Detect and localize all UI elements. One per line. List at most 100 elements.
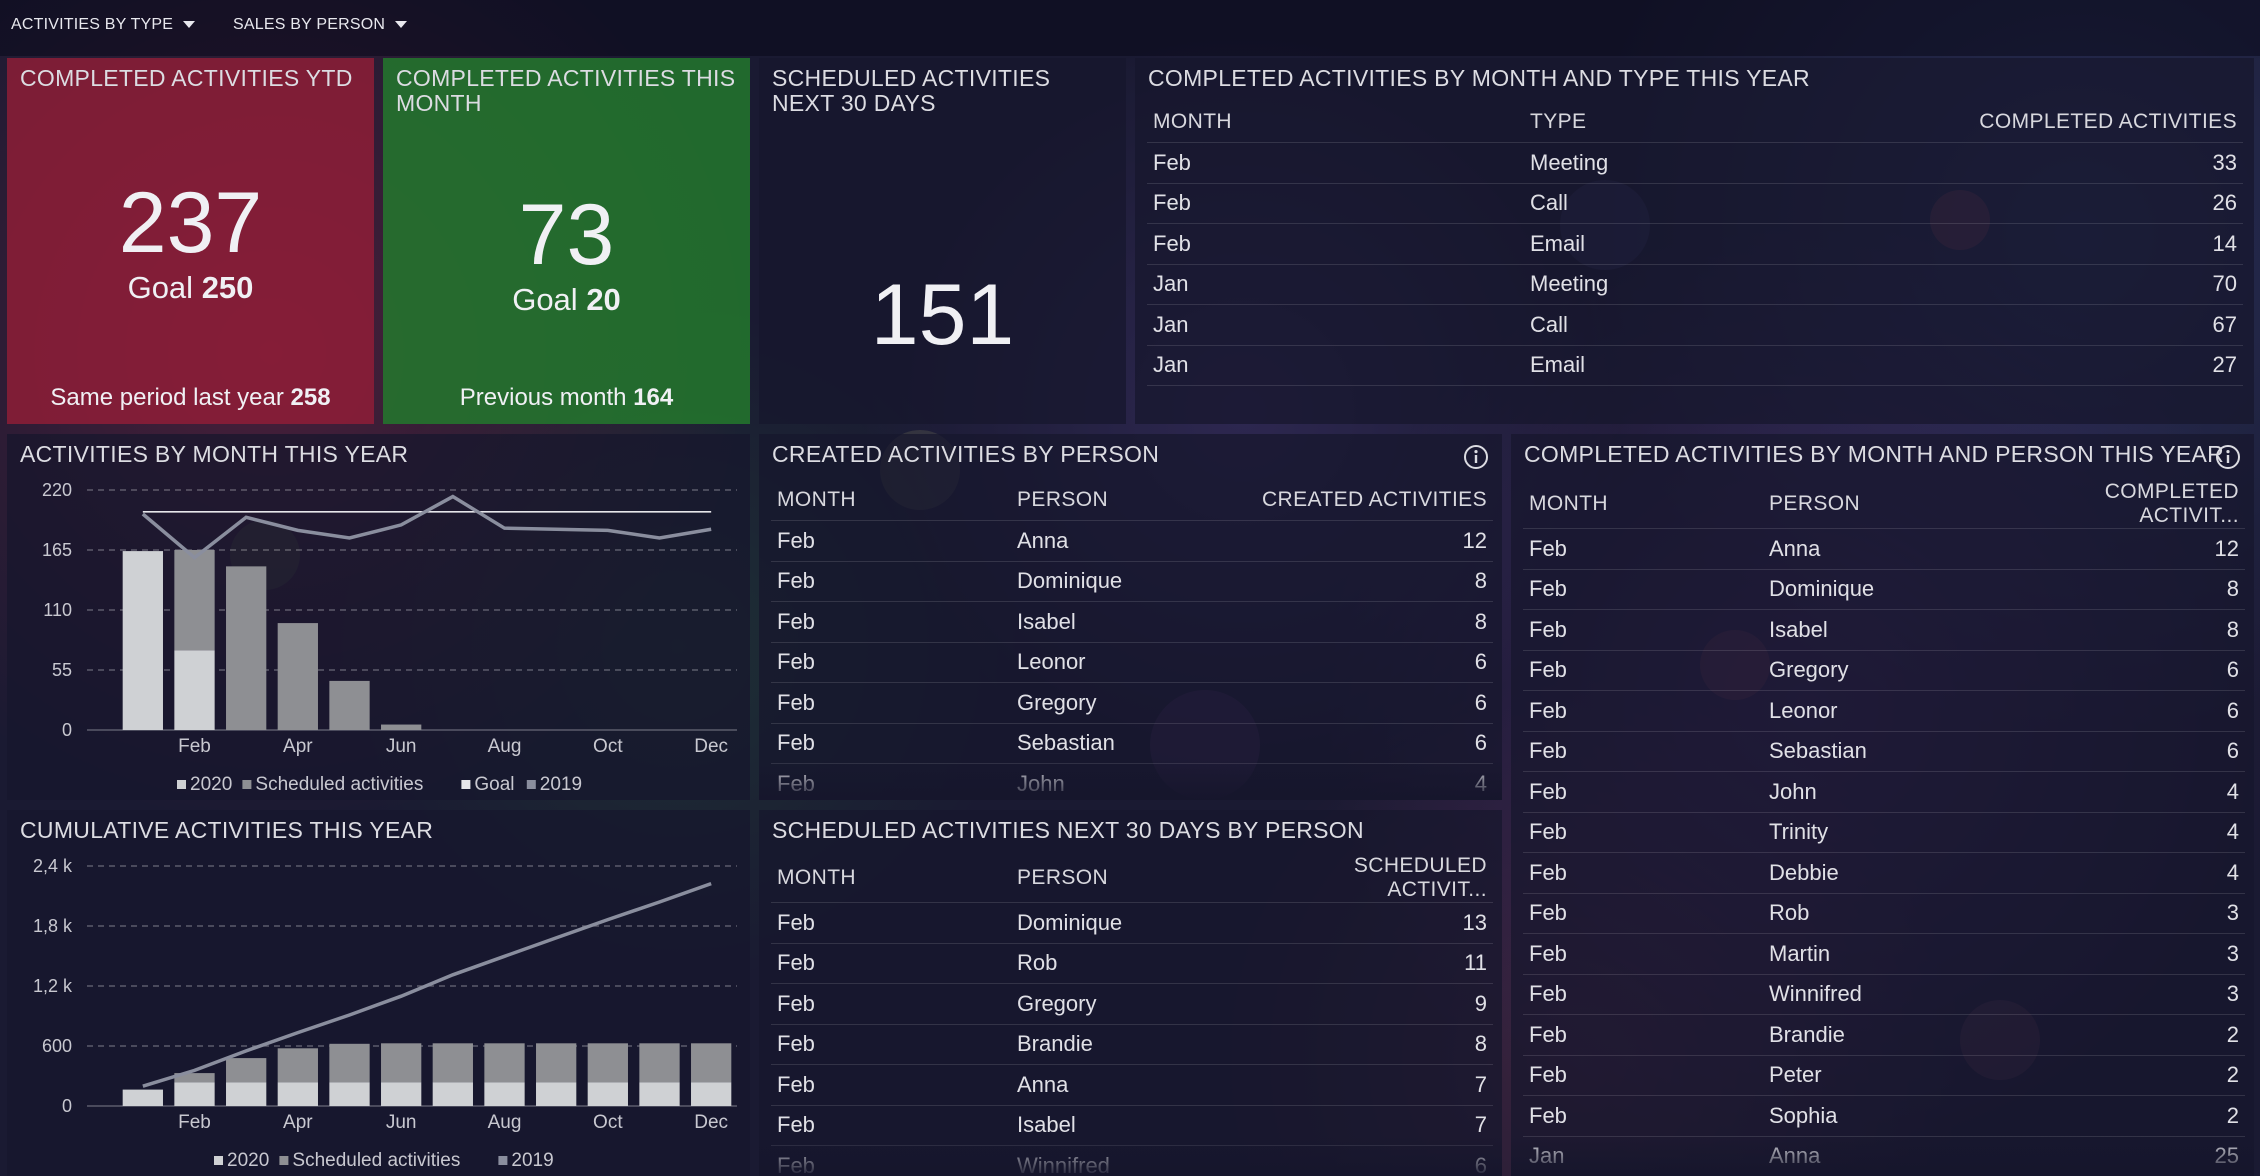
bar-2020 (691, 1082, 732, 1106)
table-row[interactable]: Feb Dominique 8 (771, 561, 1493, 602)
table-row[interactable]: Feb Debbie 4 (1523, 852, 2245, 894)
cell-label: Brandie (1011, 1024, 1251, 1065)
completed-by-month-and-person-tile: COMPLETED ACTIVITIES BY MONTH AND PERSON… (1511, 434, 2254, 1176)
table-row[interactable]: Jan Meeting 70 (1147, 264, 2243, 305)
cell-month: Feb (771, 601, 1011, 643)
cell-month: Feb (1523, 650, 1763, 691)
table-row[interactable]: Feb Gregory 6 (1523, 650, 2245, 691)
table-row[interactable]: Feb Anna 12 (771, 520, 1493, 562)
cell-label: Martin (1763, 933, 2003, 975)
column-header-type[interactable]: TYPE (1524, 102, 1901, 143)
cell-month: Feb (771, 983, 1011, 1025)
column-header-month[interactable]: MONTH (771, 854, 1011, 903)
cell-label: Debbie (1763, 852, 2003, 894)
cell-label: Gregory (1011, 983, 1251, 1025)
table-row[interactable]: Feb Gregory 6 (771, 682, 1493, 724)
tile-title: CREATED ACTIVITIES BY PERSON (772, 441, 1160, 467)
cell-month: Feb (771, 561, 1011, 602)
info-icon[interactable] (1463, 444, 1489, 470)
table-row[interactable]: Feb Rob 3 (1523, 893, 2245, 934)
table-row[interactable]: Feb Anna 12 (1523, 528, 2245, 570)
kpi-scheduled-next-30-days[interactable]: SCHEDULED ACTIVITIES NEXT 30 DAYS 151 (759, 58, 1126, 424)
column-header-person[interactable]: PERSON (1011, 854, 1251, 903)
kpi-completed-this-month[interactable]: COMPLETED ACTIVITIES THIS MONTH 73 Goal … (383, 58, 750, 424)
y-tick-label: 55 (52, 660, 72, 680)
nav-sales-by-person[interactable]: SALES BY PERSON (233, 16, 408, 34)
cell-value: 67 (1901, 304, 2243, 346)
cell-month: Feb (771, 642, 1011, 683)
table-header-row: MONTH TYPE COMPLETED ACTIVITIES (1147, 102, 2243, 143)
column-header-month[interactable]: MONTH (1147, 102, 1524, 143)
tile-title: COMPLETED ACTIVITIES BY MONTH AND TYPE T… (1148, 65, 1810, 91)
cell-label: Brandie (1763, 1014, 2003, 1056)
cell-value: 26 (1901, 183, 2243, 224)
y-tick-label: 220 (42, 480, 72, 500)
kpi-value: 73 (518, 187, 615, 283)
column-header-person[interactable]: PERSON (1763, 480, 2003, 529)
cell-value: 33 (1901, 142, 2243, 184)
table-row[interactable]: Feb Anna 7 (771, 1064, 1493, 1106)
table-row[interactable]: Feb Call 26 (1147, 183, 2243, 224)
bar-scheduled (277, 1048, 318, 1083)
table-row[interactable]: Feb Peter 2 (1523, 1055, 2245, 1096)
cell-month: Feb (1147, 142, 1524, 184)
column-header-completed[interactable]: COMPLETED ACTIVITIES (1901, 102, 2243, 143)
cell-value: 8 (2003, 569, 2245, 610)
info-icon[interactable] (2215, 444, 2241, 470)
goal-value: 20 (586, 282, 621, 317)
kpi-goal: Goal 20 (383, 282, 750, 318)
table-row[interactable]: Feb Sebastian 6 (1523, 731, 2245, 772)
table-row[interactable]: Jan Call 67 (1147, 304, 2243, 346)
column-header-month[interactable]: MONTH (1523, 480, 1763, 529)
cell-label: Isabel (1763, 609, 2003, 651)
table-row[interactable]: Feb Trinity 4 (1523, 812, 2245, 853)
cell-month: Feb (771, 723, 1011, 764)
column-header-month[interactable]: MONTH (771, 480, 1011, 521)
table-row[interactable]: Feb Brandie 2 (1523, 1014, 2245, 1056)
column-header-person[interactable]: PERSON (1011, 480, 1251, 521)
nav-activities-by-type[interactable]: ACTIVITIES BY TYPE (11, 16, 196, 34)
cell-label: Dominique (1011, 561, 1251, 602)
bar-scheduled (174, 1073, 215, 1083)
cell-value: 8 (1251, 561, 1493, 602)
table-row[interactable]: Feb Brandie 8 (771, 1024, 1493, 1065)
cell-month: Feb (1523, 690, 1763, 732)
bar-scheduled (587, 1043, 628, 1083)
y-tick-label: 2,4 k (33, 856, 73, 876)
bar-scheduled (536, 1043, 577, 1083)
y-tick-label: 110 (43, 600, 72, 620)
cell-month: Feb (771, 520, 1011, 562)
created-by-person-tile: CREATED ACTIVITIES BY PERSON MONTH PERSO… (759, 434, 1502, 800)
table-row[interactable]: Feb Martin 3 (1523, 933, 2245, 975)
table-row[interactable]: Feb Isabel 8 (771, 601, 1493, 643)
cell-value: 13 (1251, 902, 1493, 944)
table-row[interactable]: Feb Leonor 6 (771, 642, 1493, 683)
column-header-scheduled[interactable]: SCHEDULED ACTIVIT... (1251, 854, 1493, 903)
table-row[interactable]: Feb Isabel 8 (1523, 609, 2245, 651)
cell-label: Trinity (1763, 812, 2003, 853)
table-row[interactable]: Feb Gregory 9 (771, 983, 1493, 1025)
cell-value: 6 (2003, 731, 2245, 772)
table-row[interactable]: Feb Rob 11 (771, 943, 1493, 984)
bar-2020 (174, 1082, 215, 1106)
cell-value: 70 (1901, 264, 2243, 305)
kpi-completed-ytd[interactable]: COMPLETED ACTIVITIES YTD 237 Goal 250 Sa… (7, 58, 374, 424)
cell-value: 12 (1251, 520, 1493, 562)
table-row[interactable]: Feb Dominique 13 (771, 902, 1493, 944)
column-header-created[interactable]: CREATED ACTIVITIES (1251, 480, 1493, 521)
table-row[interactable]: Jan Email 27 (1147, 345, 2243, 386)
table-row[interactable]: Feb Sophia 2 (1523, 1095, 2245, 1137)
table-row[interactable]: Feb Meeting 33 (1147, 142, 2243, 184)
table-row[interactable]: Feb Dominique 8 (1523, 569, 2245, 610)
table-row[interactable]: Feb Sebastian 6 (771, 723, 1493, 764)
cell-month: Feb (1523, 893, 1763, 934)
table-row[interactable]: Feb Leonor 6 (1523, 690, 2245, 732)
table-row[interactable]: Feb Winnifred 3 (1523, 974, 2245, 1015)
column-header-completed[interactable]: COMPLETED ACTIVIT... (2003, 480, 2245, 529)
bar-scheduled (691, 1043, 732, 1083)
bar-2020 (277, 1082, 318, 1106)
cell-value: 7 (1251, 1064, 1493, 1106)
table-row[interactable]: Feb Email 14 (1147, 223, 2243, 265)
bar-2020 (122, 551, 163, 730)
